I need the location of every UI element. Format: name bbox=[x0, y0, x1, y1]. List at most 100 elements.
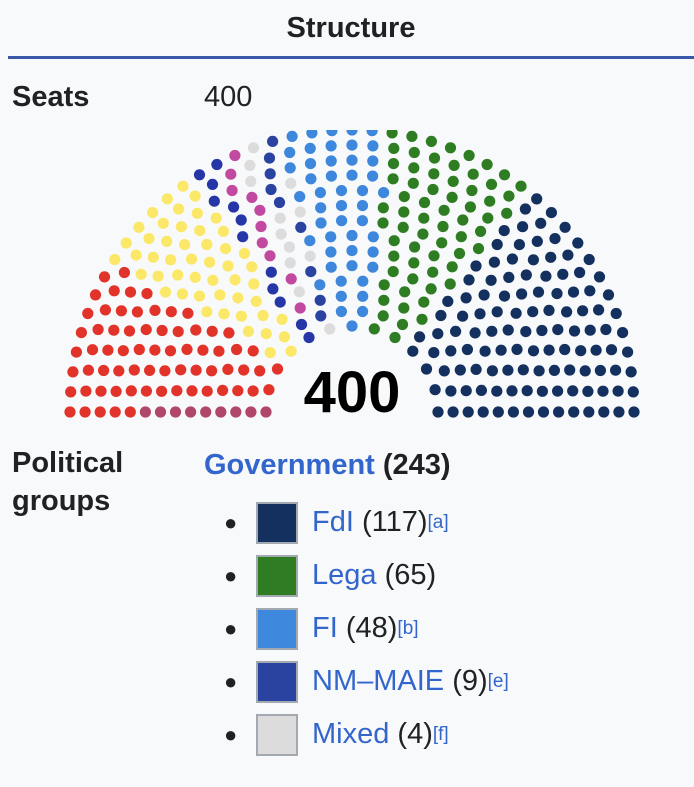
seat-dot bbox=[378, 187, 390, 199]
seat-dot bbox=[210, 212, 222, 224]
seat-dot bbox=[548, 364, 561, 376]
seat-dot bbox=[562, 249, 574, 261]
party-link-mixed[interactable]: Mixed bbox=[312, 718, 390, 750]
seat-dot bbox=[133, 221, 145, 233]
seat-dot bbox=[325, 231, 337, 243]
seat-dot bbox=[612, 385, 624, 397]
seat-dot bbox=[356, 185, 369, 197]
seat-dot bbox=[245, 406, 257, 418]
seat-dot bbox=[479, 345, 491, 357]
seat-dot bbox=[598, 406, 610, 418]
seat-dot bbox=[475, 384, 487, 396]
seat-dot bbox=[447, 175, 459, 187]
seat-dot bbox=[222, 260, 234, 272]
seat-dot bbox=[242, 325, 254, 337]
seat-dot bbox=[263, 384, 275, 396]
seat-dot bbox=[130, 249, 142, 261]
party-link-fdi[interactable]: FdI bbox=[312, 506, 354, 538]
seat-dot bbox=[463, 149, 475, 162]
seat-dot bbox=[89, 289, 102, 301]
seat-dot bbox=[154, 406, 167, 418]
party-color-swatch bbox=[256, 713, 298, 756]
seat-dot bbox=[213, 345, 225, 357]
government-link[interactable]: Government bbox=[204, 449, 375, 481]
seat-dot bbox=[304, 250, 316, 262]
seat-dot bbox=[175, 221, 187, 233]
seat-dot bbox=[182, 307, 194, 319]
political-groups-label: Political groups bbox=[12, 447, 124, 517]
seat-dot bbox=[208, 195, 220, 207]
seat-dot bbox=[284, 162, 296, 174]
seat-dot bbox=[367, 246, 379, 258]
seat-dot bbox=[545, 207, 558, 219]
seat-dot bbox=[247, 385, 259, 397]
seat-dot bbox=[397, 221, 409, 233]
seat-dot bbox=[139, 406, 151, 418]
seat-dot bbox=[254, 365, 266, 377]
bullet-icon: ● bbox=[224, 562, 238, 588]
seat-dot bbox=[533, 365, 545, 377]
seat-dot bbox=[109, 406, 121, 418]
seat-dot bbox=[204, 256, 216, 268]
seat-dot bbox=[610, 307, 622, 320]
seat-dot bbox=[215, 406, 227, 418]
seat-dot bbox=[157, 217, 169, 229]
seat-dot bbox=[295, 221, 307, 233]
seat-dot bbox=[194, 225, 206, 237]
seat-dot bbox=[469, 327, 481, 339]
seat-dot bbox=[429, 384, 441, 396]
seat-dot bbox=[237, 231, 249, 243]
seat-dot bbox=[559, 343, 571, 356]
seat-dot bbox=[98, 271, 111, 283]
seat-dot bbox=[437, 220, 449, 233]
seat-dot bbox=[503, 271, 515, 283]
seat-dot bbox=[545, 251, 557, 263]
footnote-link[interactable]: [a] bbox=[427, 511, 449, 533]
party-link-fi[interactable]: FI bbox=[312, 612, 338, 644]
seat-dot bbox=[176, 288, 188, 300]
footnote-link[interactable]: [e] bbox=[487, 670, 509, 692]
seat-dot bbox=[387, 266, 399, 278]
seat-dot bbox=[492, 406, 504, 418]
seat-dot bbox=[108, 324, 120, 336]
seat-dot bbox=[387, 173, 399, 185]
seat-dot bbox=[186, 385, 198, 397]
seat-dot bbox=[294, 191, 306, 203]
seat-dot bbox=[461, 343, 473, 356]
seat-dot bbox=[226, 184, 238, 197]
seat-dot bbox=[284, 146, 296, 159]
seat-dot bbox=[346, 245, 358, 257]
seat-dot bbox=[201, 385, 213, 397]
seat-dot bbox=[177, 180, 189, 192]
seat-dot bbox=[346, 169, 358, 181]
seat-dot bbox=[263, 152, 276, 164]
seat-dot bbox=[133, 343, 145, 356]
seat-dot bbox=[463, 274, 475, 286]
seat-dot bbox=[293, 286, 305, 298]
seat-dot bbox=[605, 344, 618, 356]
seat-dot bbox=[408, 162, 420, 174]
seat-dot bbox=[625, 366, 637, 378]
seat-dot bbox=[377, 202, 389, 214]
seat-dot bbox=[467, 168, 479, 180]
footnote-link[interactable]: [f] bbox=[432, 723, 449, 745]
seat-dot bbox=[172, 326, 184, 338]
party-link-nm-maie[interactable]: NM–MAIE bbox=[312, 665, 445, 697]
seat-dot bbox=[113, 365, 125, 377]
seat-dot bbox=[470, 363, 482, 375]
party-link-lega[interactable]: Lega bbox=[312, 559, 377, 591]
seat-dot bbox=[491, 306, 503, 318]
seat-dot bbox=[627, 386, 639, 398]
seat-dot bbox=[244, 159, 256, 171]
seat-dot bbox=[144, 364, 156, 376]
chart-center-label: 400 bbox=[304, 360, 401, 425]
seat-dot bbox=[519, 203, 532, 215]
seat-dot bbox=[502, 364, 514, 376]
seat-dot bbox=[386, 130, 398, 139]
seat-dot bbox=[303, 331, 315, 344]
seat-dot bbox=[102, 344, 114, 356]
party-color-swatch bbox=[256, 660, 298, 703]
seat-dot bbox=[583, 406, 595, 418]
footnote-link[interactable]: [b] bbox=[397, 617, 419, 639]
seat-dot bbox=[428, 168, 440, 180]
